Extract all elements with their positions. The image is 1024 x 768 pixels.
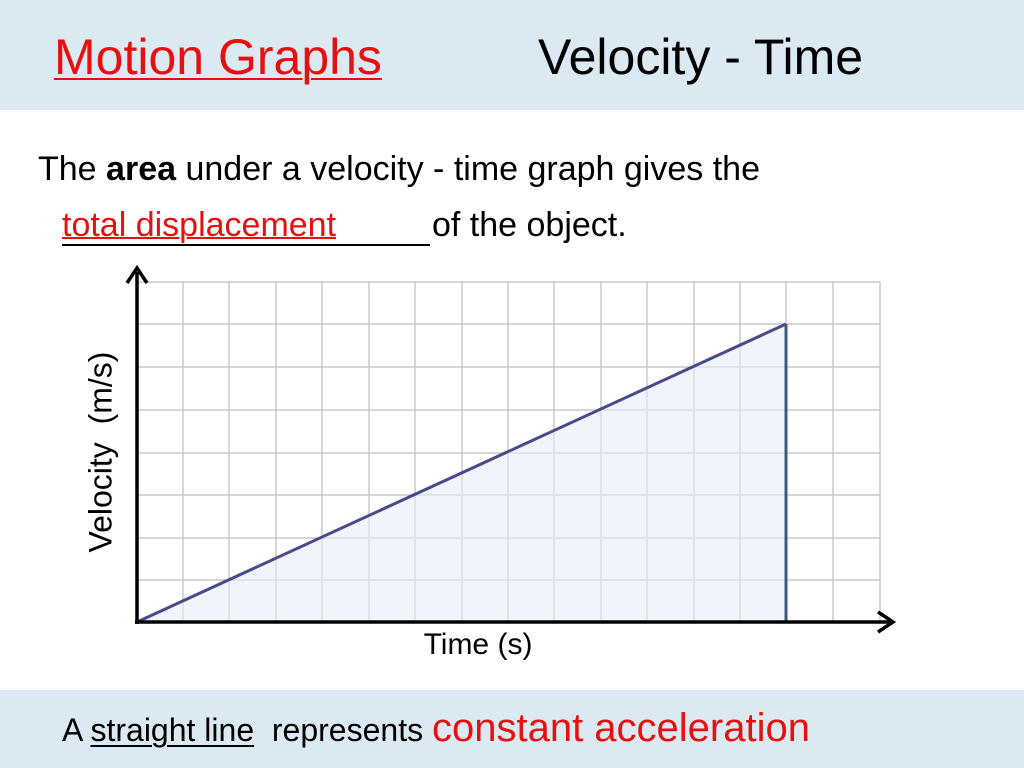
sentence-line-1: The area under a velocity - time graph g… — [38, 150, 760, 189]
bold-text: area — [106, 150, 177, 188]
text: The — [38, 150, 97, 188]
title-text: Motion Graphs — [54, 29, 382, 85]
answer: total displacement — [62, 206, 337, 244]
x-arrow — [877, 610, 897, 634]
text: of the object. — [432, 206, 627, 244]
text: A — [62, 712, 82, 748]
x-axis-label: Time (s) — [424, 628, 533, 661]
answer-blank: total displacement — [62, 206, 430, 246]
text: represents — [271, 712, 424, 748]
footer-band — [0, 690, 1024, 768]
underlined-text: straight line — [90, 712, 255, 748]
text: under a velocity - time graph gives the — [185, 150, 760, 188]
y-axis-label: Velocity (m/s) — [82, 352, 118, 553]
velocity-line — [136, 322, 787, 624]
subtitle: Velocity - Time — [538, 29, 864, 85]
footer: A straight line represents constant acce… — [62, 706, 810, 751]
title: Motion Graphs — [54, 28, 382, 86]
graph: Velocity (m/s) Time (s) — [82, 264, 897, 661]
highlight: constant acceleration — [431, 706, 810, 750]
header-band — [0, 0, 1024, 110]
y-arrow — [125, 264, 149, 284]
